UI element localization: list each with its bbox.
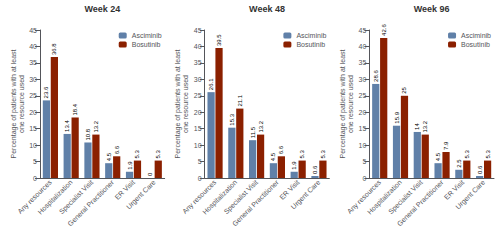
svg-text:ER Visit: ER Visit xyxy=(278,178,301,201)
svg-text:25: 25 xyxy=(401,86,407,93)
svg-text:Urgent Care: Urgent Care xyxy=(290,178,323,211)
svg-text:35: 35 xyxy=(194,59,202,66)
svg-text:10: 10 xyxy=(194,142,202,149)
svg-text:25: 25 xyxy=(359,92,367,99)
svg-text:General Practitioner: General Practitioner xyxy=(66,178,115,227)
svg-text:Asciminib: Asciminib xyxy=(296,32,326,39)
svg-text:30: 30 xyxy=(29,76,37,83)
svg-text:Any resources: Any resources xyxy=(16,178,54,216)
svg-text:General Practitioner: General Practitioner xyxy=(396,178,445,227)
svg-text:45: 45 xyxy=(29,27,37,34)
svg-text:5.3: 5.3 xyxy=(134,150,140,159)
svg-text:25: 25 xyxy=(194,92,202,99)
svg-text:Week 48: Week 48 xyxy=(249,4,285,14)
svg-text:General Practitioner: General Practitioner xyxy=(231,178,280,227)
svg-text:13.2: 13.2 xyxy=(258,120,264,132)
svg-text:Week 24: Week 24 xyxy=(84,4,120,14)
svg-text:0: 0 xyxy=(147,172,153,176)
svg-text:4.5: 4.5 xyxy=(270,152,276,161)
svg-text:ER Visit: ER Visit xyxy=(113,178,136,201)
svg-text:Asciminib: Asciminib xyxy=(132,32,162,39)
svg-text:Percentage of patients with at: Percentage of patients with at least xyxy=(339,49,347,158)
svg-text:0.6: 0.6 xyxy=(477,165,483,174)
svg-text:1.9: 1.9 xyxy=(291,161,297,170)
svg-text:1.9: 1.9 xyxy=(127,161,133,170)
svg-text:one resource used: one resource used xyxy=(182,75,189,133)
svg-text:10: 10 xyxy=(29,142,37,149)
svg-text:Hospitalization: Hospitalization xyxy=(37,178,75,216)
svg-text:5.3: 5.3 xyxy=(155,150,161,159)
svg-text:15: 15 xyxy=(29,125,37,132)
svg-text:Urgent Care: Urgent Care xyxy=(454,178,487,211)
svg-text:15: 15 xyxy=(194,125,202,132)
svg-text:5.3: 5.3 xyxy=(299,150,305,159)
svg-text:20: 20 xyxy=(359,109,367,116)
svg-text:4.5: 4.5 xyxy=(106,152,112,161)
svg-text:one resource used: one resource used xyxy=(347,75,354,133)
svg-text:20: 20 xyxy=(194,109,202,116)
svg-text:18.4: 18.4 xyxy=(72,103,78,115)
svg-text:5.3: 5.3 xyxy=(464,150,470,159)
svg-text:4.5: 4.5 xyxy=(435,152,441,161)
svg-text:Hospitalization: Hospitalization xyxy=(201,178,239,216)
svg-text:35: 35 xyxy=(359,59,367,66)
svg-text:5.3: 5.3 xyxy=(320,150,326,159)
svg-text:40: 40 xyxy=(359,43,367,50)
svg-text:15.9: 15.9 xyxy=(394,111,400,123)
svg-text:30: 30 xyxy=(359,76,367,83)
svg-text:0.6: 0.6 xyxy=(312,165,318,174)
svg-text:26.1: 26.1 xyxy=(208,78,214,90)
svg-text:10: 10 xyxy=(359,142,367,149)
svg-text:13.2: 13.2 xyxy=(422,120,428,132)
svg-text:25: 25 xyxy=(29,92,37,99)
svg-text:45: 45 xyxy=(194,27,202,34)
svg-text:11.5: 11.5 xyxy=(250,126,256,138)
svg-text:Urgent Care: Urgent Care xyxy=(125,178,158,211)
svg-text:42.6: 42.6 xyxy=(381,24,387,36)
svg-text:Any resources: Any resources xyxy=(181,178,219,216)
svg-text:5: 5 xyxy=(198,158,202,165)
svg-text:Percentage of patients with at: Percentage of patients with at least xyxy=(10,49,18,158)
svg-text:Bosutinib: Bosutinib xyxy=(296,41,325,48)
svg-text:21.1: 21.1 xyxy=(237,94,243,106)
svg-text:20: 20 xyxy=(29,109,37,116)
svg-text:23.6: 23.6 xyxy=(43,86,49,98)
svg-text:7.9: 7.9 xyxy=(443,141,449,150)
svg-text:Bosutinib: Bosutinib xyxy=(461,41,490,48)
svg-text:Any resources: Any resources xyxy=(346,178,384,216)
svg-text:0: 0 xyxy=(33,175,37,182)
svg-text:Week 96: Week 96 xyxy=(414,4,450,14)
svg-text:Bosutinib: Bosutinib xyxy=(132,41,161,48)
svg-text:13.4: 13.4 xyxy=(64,120,70,132)
svg-text:Specialist Visit: Specialist Visit xyxy=(222,178,259,215)
svg-text:Specialist Visit: Specialist Visit xyxy=(387,178,424,215)
svg-text:13.2: 13.2 xyxy=(93,120,99,132)
svg-text:Hospitalization: Hospitalization xyxy=(366,178,404,216)
svg-text:15.3: 15.3 xyxy=(229,113,235,125)
svg-text:Specialist Visit: Specialist Visit xyxy=(58,178,95,215)
svg-text:39.5: 39.5 xyxy=(216,34,222,46)
svg-text:15: 15 xyxy=(359,125,367,132)
svg-text:5.3: 5.3 xyxy=(485,150,491,159)
svg-text:ER Visit: ER Visit xyxy=(442,178,466,201)
svg-text:5: 5 xyxy=(33,158,37,165)
svg-text:30: 30 xyxy=(194,76,202,83)
svg-text:36.8: 36.8 xyxy=(51,43,57,55)
svg-text:one resource used: one resource used xyxy=(18,75,25,133)
svg-text:40: 40 xyxy=(29,43,37,50)
svg-text:45: 45 xyxy=(359,27,367,34)
svg-text:35: 35 xyxy=(29,59,37,66)
svg-text:6.6: 6.6 xyxy=(114,145,120,154)
svg-text:0: 0 xyxy=(198,175,202,182)
svg-text:10.8: 10.8 xyxy=(85,128,91,140)
svg-text:Asciminib: Asciminib xyxy=(461,32,491,39)
svg-text:28.6: 28.6 xyxy=(373,70,379,82)
svg-text:2.5: 2.5 xyxy=(456,159,462,168)
svg-text:40: 40 xyxy=(194,43,202,50)
svg-text:Percentage of patients with at: Percentage of patients with at least xyxy=(174,49,182,158)
svg-text:0: 0 xyxy=(362,175,366,182)
svg-text:14: 14 xyxy=(414,123,420,130)
svg-text:6.6: 6.6 xyxy=(278,145,284,154)
svg-text:5: 5 xyxy=(362,158,366,165)
